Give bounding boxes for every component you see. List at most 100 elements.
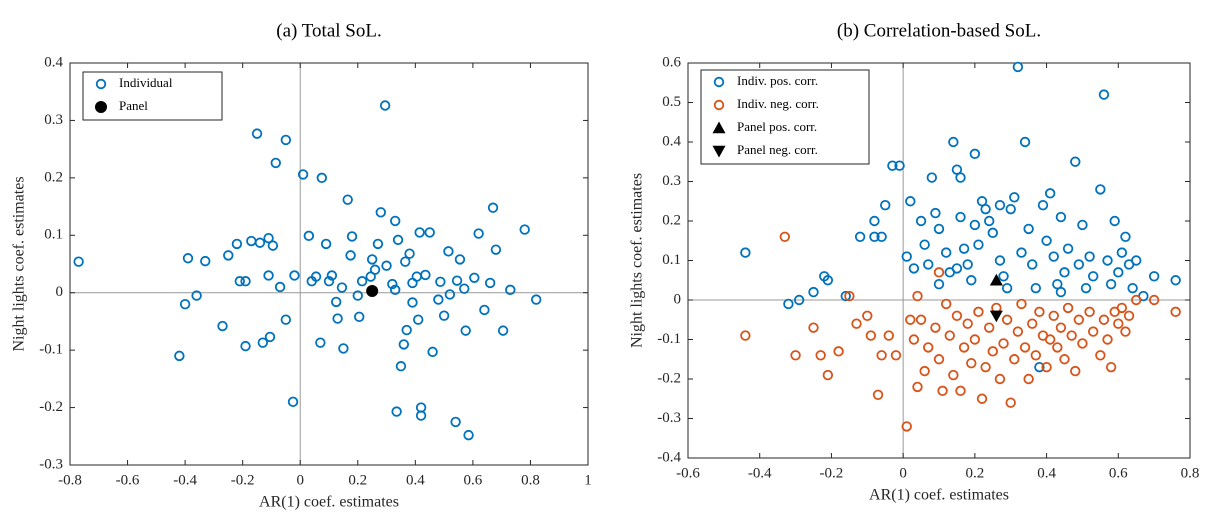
point xyxy=(1066,330,1077,341)
point xyxy=(912,290,923,302)
point xyxy=(479,304,490,316)
point xyxy=(1120,231,1131,243)
y-tick-label: 0.5 xyxy=(662,94,681,110)
point xyxy=(994,255,1006,266)
point xyxy=(969,334,981,345)
point xyxy=(366,254,378,265)
point xyxy=(1037,199,1049,211)
point xyxy=(989,310,1003,323)
point xyxy=(336,282,348,293)
point xyxy=(901,251,912,262)
point xyxy=(280,134,292,146)
point xyxy=(1073,314,1085,325)
point xyxy=(240,276,251,287)
point xyxy=(926,172,938,183)
point xyxy=(1009,192,1020,203)
y-tick-label: 0.1 xyxy=(662,252,681,268)
y-tick-label: -0.3 xyxy=(39,456,63,472)
point xyxy=(1109,215,1120,227)
x-tick-label: -0.2 xyxy=(820,465,844,481)
point xyxy=(1055,322,1067,333)
point xyxy=(740,330,751,341)
point xyxy=(257,337,269,348)
point xyxy=(254,237,266,248)
y-tick-label: 0.1 xyxy=(44,227,63,243)
point xyxy=(937,385,948,397)
y-tick-label: 0.6 xyxy=(662,54,681,70)
point xyxy=(1044,334,1056,345)
point xyxy=(1116,302,1128,314)
point xyxy=(375,207,387,218)
point xyxy=(451,275,463,286)
point xyxy=(1148,271,1160,282)
point xyxy=(712,145,726,158)
point xyxy=(1170,306,1181,318)
point xyxy=(1055,211,1067,223)
point xyxy=(955,211,966,223)
point xyxy=(234,276,245,287)
point xyxy=(95,78,107,90)
point xyxy=(1034,361,1045,373)
point xyxy=(323,276,335,287)
point xyxy=(450,416,461,428)
point xyxy=(1023,223,1034,235)
point xyxy=(1170,275,1181,286)
point xyxy=(815,350,826,361)
point xyxy=(487,202,499,213)
legend-label: Panel xyxy=(119,98,148,113)
legend-box xyxy=(700,69,870,165)
point xyxy=(179,299,191,310)
x-tick-label: 0.2 xyxy=(348,472,367,488)
x-tick-label: 0.6 xyxy=(464,472,483,488)
point xyxy=(976,393,988,404)
point xyxy=(1084,306,1095,318)
x-tick-label: 0 xyxy=(296,472,304,488)
point xyxy=(989,273,1003,286)
point xyxy=(966,275,977,286)
point xyxy=(994,199,1006,211)
point xyxy=(966,358,977,369)
point xyxy=(1034,306,1045,318)
point xyxy=(438,310,450,321)
point xyxy=(854,231,866,243)
point xyxy=(303,230,315,242)
point xyxy=(1041,235,1052,246)
point xyxy=(919,239,930,250)
x-tick-label: 0.8 xyxy=(1181,465,1200,481)
x-tick-label: -0.8 xyxy=(58,472,82,488)
point xyxy=(1062,302,1074,314)
point xyxy=(424,227,435,238)
point xyxy=(400,256,411,267)
point xyxy=(270,157,281,169)
point xyxy=(1077,219,1088,231)
point xyxy=(905,196,916,207)
point xyxy=(1059,354,1070,365)
point xyxy=(404,248,415,259)
point xyxy=(998,271,1009,282)
point xyxy=(933,279,945,290)
point xyxy=(951,263,963,274)
point xyxy=(1070,156,1081,167)
point xyxy=(497,325,509,336)
point xyxy=(1001,282,1013,294)
point xyxy=(958,342,970,353)
point xyxy=(1041,361,1052,373)
point xyxy=(415,410,427,421)
point xyxy=(740,247,751,258)
legend-label: Indiv. pos. corr. xyxy=(737,73,818,88)
point xyxy=(1052,342,1063,353)
point xyxy=(444,289,456,300)
point xyxy=(264,331,276,343)
point xyxy=(808,286,819,298)
point xyxy=(345,250,356,261)
point xyxy=(933,223,945,235)
point xyxy=(1087,326,1099,337)
point xyxy=(372,238,384,250)
point xyxy=(389,215,401,227)
point xyxy=(1012,61,1024,73)
point xyxy=(356,276,368,287)
point xyxy=(1005,203,1016,215)
point xyxy=(1080,282,1092,294)
point xyxy=(865,330,877,341)
point xyxy=(876,350,887,361)
